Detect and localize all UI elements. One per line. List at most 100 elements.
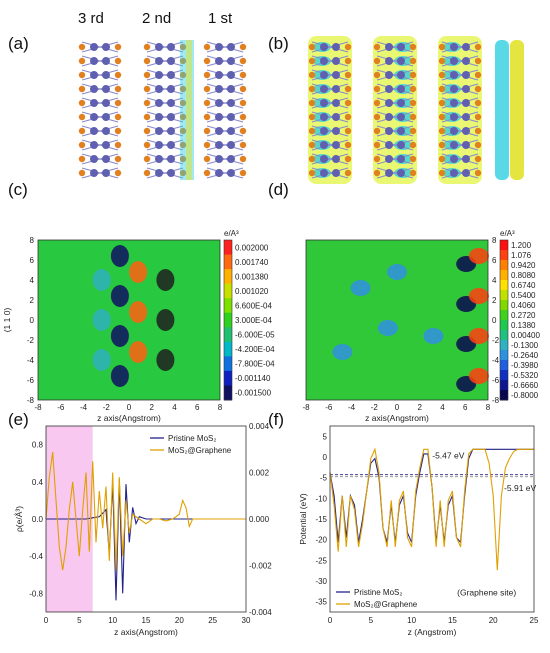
bond [311,153,349,165]
sulfur-atom [143,141,151,149]
colorbar-segment [500,330,508,341]
graphene-charge-cyan [495,40,509,180]
sulfur-atom [143,99,151,107]
molybdenum-atom [102,127,110,135]
sulfur-atom [203,57,211,65]
contour-blob [377,320,398,336]
colorbar-segment [500,240,508,251]
sulfur-atom [203,155,211,163]
contour-field [38,240,220,400]
sulfur-atom [239,141,247,149]
plot-frame [329,425,535,613]
x-tick-label: 25 [208,616,217,625]
molybdenum-atom [332,43,340,51]
y-right-tick-label: 0.004 [249,422,270,431]
molybdenum-atom [332,141,340,149]
sulfur-atom [438,141,446,149]
contour-blob [468,368,489,384]
series-line-0 [46,479,246,601]
y-tick-label: -2 [27,336,35,345]
contour-frame [305,239,489,401]
molybdenum-atom [215,71,223,79]
colorbar-segment [500,360,508,371]
x-tick-label: 6 [195,403,200,412]
sulfur-atom [78,99,86,107]
sulfur-atom [308,169,316,177]
contour-blob [423,328,444,344]
molybdenum-atom [102,99,110,107]
colorbar-segment [224,269,232,285]
bond [146,69,184,81]
sulfur-atom [373,113,381,121]
panel-label-c: (c) [8,180,28,199]
molybdenum-atom [385,113,393,121]
sulfur-atom [344,99,352,107]
sulfur-atom [239,57,247,65]
molybdenum-atom [320,43,328,51]
bond [206,167,244,179]
bond [441,167,479,179]
bond [311,125,349,137]
colorbar-tick: 1.200 [511,241,532,250]
y-tick-label: -0.8 [29,589,43,598]
molybdenum-atom [332,85,340,93]
colorbar-tick: -4.200E-04 [235,345,275,354]
sulfur-atom [239,99,247,107]
molybdenum-atom [462,85,470,93]
x-tick-label: 15 [142,616,151,625]
sulfur-atom [143,127,151,135]
molybdenum-atom [462,99,470,107]
sulfur-atom [308,99,316,107]
molybdenum-atom [320,169,328,177]
sulfur-atom [239,43,247,51]
colorbar-segment [500,310,508,321]
molybdenum-atom [155,57,163,65]
sulfur-atom [474,155,482,163]
x-tick-label: -2 [371,403,379,412]
sulfur-atom [409,127,417,135]
molybdenum-atom [332,57,340,65]
colorbar-segment [500,340,508,351]
y-tick-label: 0 [492,316,497,325]
molybdenum-atom [90,155,98,163]
layer-label-3rd: 3 rd [78,10,104,27]
sulfur-atom [239,155,247,163]
colorbar-segment [500,350,508,361]
colorbar-segment [224,298,232,314]
molybdenum-atom [385,99,393,107]
bond [146,125,184,137]
bond [376,139,414,151]
bond [441,69,479,81]
sulfur-atom [203,99,211,107]
molybdenum-atom [462,155,470,163]
bond [311,69,349,81]
colorbar-tick: -0.001500 [235,389,272,398]
x-tick-label: -4 [348,403,356,412]
graphene-charge-yellow [510,40,524,180]
molybdenum-atom [102,113,110,121]
colorbar-tick: 0.9420 [511,261,536,270]
sulfur-atom [409,43,417,51]
molybdenum-atom [90,113,98,121]
sulfur-atom [344,127,352,135]
x-tick-label: 8 [486,403,491,412]
sulfur-atom [438,71,446,79]
sulfur-atom [78,169,86,177]
bond [81,83,119,95]
molybdenum-atom [450,169,458,177]
molybdenum-atom [385,71,393,79]
sulfur-atom [344,71,352,79]
sulfur-atom [203,169,211,177]
molybdenum-atom [332,169,340,177]
bond [81,69,119,81]
sulfur-atom [78,127,86,135]
bond [146,167,184,179]
y-right-tick-label: -0.002 [249,562,272,571]
molybdenum-atom [227,169,235,177]
molybdenum-atom [332,71,340,79]
molybdenum-atom [215,127,223,135]
sulfur-atom [308,85,316,93]
mos2-slab [143,41,187,179]
sulfur-atom [203,141,211,149]
sulfur-atom [474,127,482,135]
